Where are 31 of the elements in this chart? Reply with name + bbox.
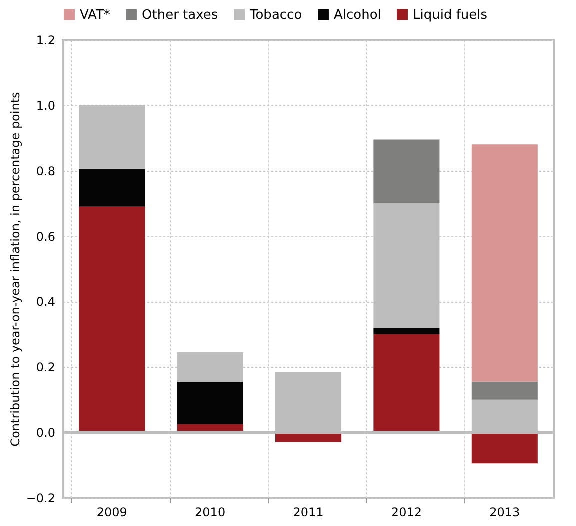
y-tick-label: 0.2	[36, 360, 56, 375]
x-tick-label: 2011	[293, 506, 324, 520]
y-tick-label: 1.2	[36, 34, 56, 48]
y-tick-label: 0.8	[36, 164, 56, 178]
legend-label: VAT*	[80, 8, 111, 23]
y-axis-title: Contribution to year-on-year inflation, in percentage points	[8, 92, 22, 447]
x-tick-label: 2013	[490, 506, 520, 520]
bar	[374, 140, 440, 204]
x-tick-label: 2012	[391, 506, 422, 520]
legend-label: Tobacco	[249, 8, 302, 23]
legend-label: Liquid fuels	[413, 8, 488, 23]
bar	[374, 328, 440, 334]
bar	[472, 432, 538, 464]
bar	[374, 204, 440, 328]
bar	[177, 352, 244, 382]
y-tick-label: 0.0	[36, 426, 56, 440]
y-tick-label: 0.6	[36, 230, 56, 244]
y-tick-label: −0.2	[26, 492, 56, 506]
y-tick-label: 1.0	[36, 98, 56, 113]
bar	[472, 382, 538, 400]
bar	[79, 206, 146, 433]
legend-label: Alcohol	[334, 8, 382, 23]
bar	[79, 105, 146, 170]
bar	[472, 144, 538, 382]
y-tick-label: 0.4	[36, 295, 56, 310]
bar	[374, 334, 440, 433]
x-tick-label: 2009	[96, 506, 128, 520]
bar	[177, 382, 244, 424]
x-tick-label: 2010	[195, 506, 226, 520]
bar	[79, 169, 146, 207]
legend-label: Other taxes	[142, 8, 218, 23]
